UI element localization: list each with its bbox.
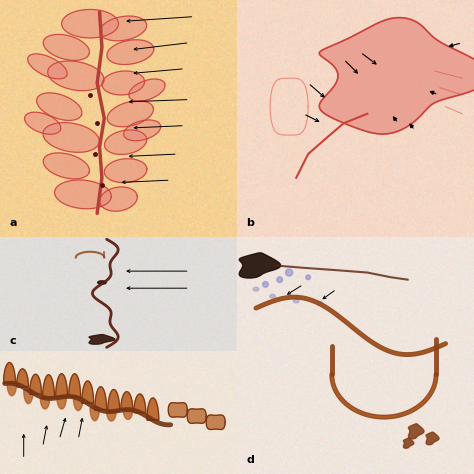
Polygon shape (3, 363, 15, 383)
Polygon shape (317, 301, 323, 305)
Polygon shape (100, 16, 146, 41)
Polygon shape (107, 411, 116, 421)
Polygon shape (123, 410, 133, 419)
Polygon shape (107, 40, 154, 64)
Polygon shape (100, 187, 137, 211)
Polygon shape (24, 390, 33, 404)
Polygon shape (206, 415, 225, 429)
Polygon shape (134, 394, 146, 412)
Polygon shape (168, 402, 187, 417)
Polygon shape (319, 18, 474, 134)
Polygon shape (56, 374, 67, 397)
Polygon shape (95, 387, 107, 410)
Polygon shape (27, 54, 67, 79)
Polygon shape (104, 159, 147, 182)
Polygon shape (98, 281, 106, 284)
Polygon shape (293, 299, 299, 303)
Polygon shape (108, 390, 119, 411)
Polygon shape (306, 275, 310, 280)
Polygon shape (48, 61, 104, 91)
Polygon shape (62, 9, 118, 38)
Polygon shape (40, 398, 50, 409)
Polygon shape (55, 180, 111, 209)
Polygon shape (270, 294, 275, 298)
Polygon shape (129, 79, 165, 101)
Polygon shape (107, 101, 154, 127)
Polygon shape (89, 335, 115, 344)
Polygon shape (73, 398, 83, 410)
Polygon shape (57, 397, 66, 409)
Polygon shape (43, 35, 90, 60)
Polygon shape (36, 93, 82, 120)
Polygon shape (263, 282, 268, 287)
Polygon shape (29, 374, 41, 394)
Polygon shape (286, 269, 292, 276)
Text: c: c (9, 336, 16, 346)
Text: a: a (9, 218, 17, 228)
Polygon shape (187, 409, 206, 423)
Polygon shape (104, 130, 147, 155)
Polygon shape (253, 287, 259, 291)
Polygon shape (403, 438, 414, 448)
Polygon shape (102, 71, 145, 95)
Polygon shape (43, 375, 55, 398)
Text: b: b (246, 218, 255, 228)
Polygon shape (426, 432, 439, 445)
Polygon shape (43, 153, 90, 179)
Polygon shape (124, 120, 161, 141)
Polygon shape (25, 112, 61, 134)
Polygon shape (121, 392, 133, 410)
Polygon shape (69, 374, 81, 397)
Polygon shape (43, 123, 99, 152)
Polygon shape (17, 369, 28, 387)
Polygon shape (90, 408, 100, 421)
Polygon shape (409, 424, 424, 439)
Polygon shape (82, 381, 94, 403)
Polygon shape (239, 253, 281, 278)
Polygon shape (7, 383, 17, 396)
Polygon shape (277, 277, 283, 283)
Text: d: d (246, 455, 255, 465)
Polygon shape (147, 398, 159, 420)
